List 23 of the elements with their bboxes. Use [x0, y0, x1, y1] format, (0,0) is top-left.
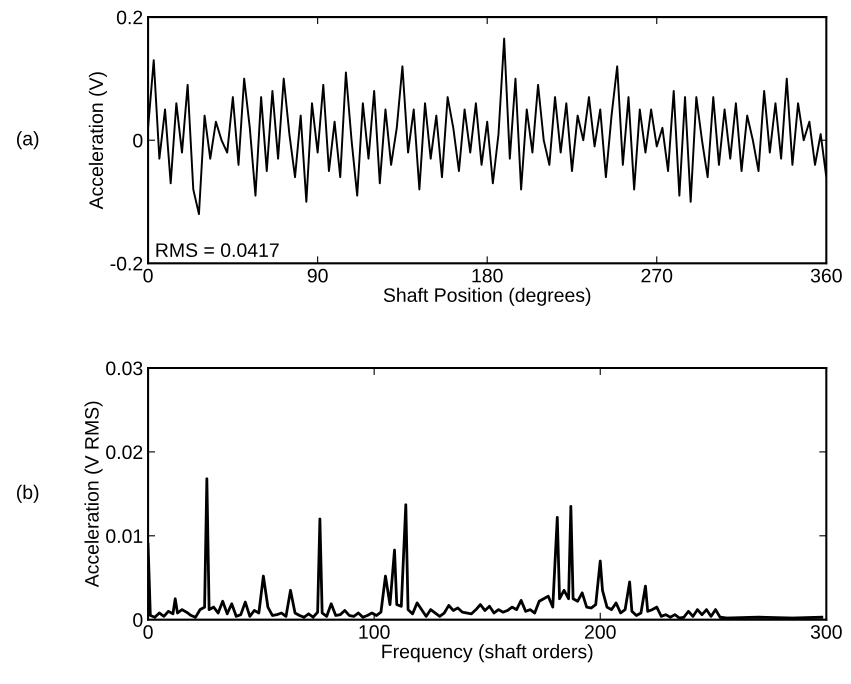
x-tick-label: 100 [359, 625, 390, 639]
text: (a) [17, 131, 38, 150]
x-tick-label: 270 [642, 268, 672, 282]
x-tick-label: 300 [810, 625, 842, 639]
y-tick-label: 0 [133, 613, 142, 627]
y-tick-label: 0.02 [106, 445, 142, 460]
y-tick-label: -0.2 [110, 256, 142, 271]
x-axis-title: Frequency (shaft orders) [382, 644, 592, 662]
x-tick-label: 90 [308, 268, 328, 282]
x-axis-title: Shaft Position (degrees) [384, 288, 590, 306]
y-tick-label: 0 [133, 134, 142, 148]
x-tick-label: 360 [810, 268, 842, 282]
x-tick-label: 0 [143, 625, 153, 639]
annotation: RMS = 0.0417 [156, 243, 279, 258]
y-tick-label: 0.03 [106, 361, 142, 376]
y-tick-label: 0.01 [106, 529, 142, 544]
x-tick-label: 180 [472, 268, 503, 282]
x-tick-label: 200 [585, 625, 616, 639]
text: (b) [17, 484, 38, 503]
x-tick-label: 0 [143, 268, 153, 282]
y-axis-title: Acceleration (V RMS) [84, 402, 103, 588]
y-axis-title: Acceleration (V) [88, 72, 107, 210]
y-tick-label: 0.2 [116, 10, 142, 24]
